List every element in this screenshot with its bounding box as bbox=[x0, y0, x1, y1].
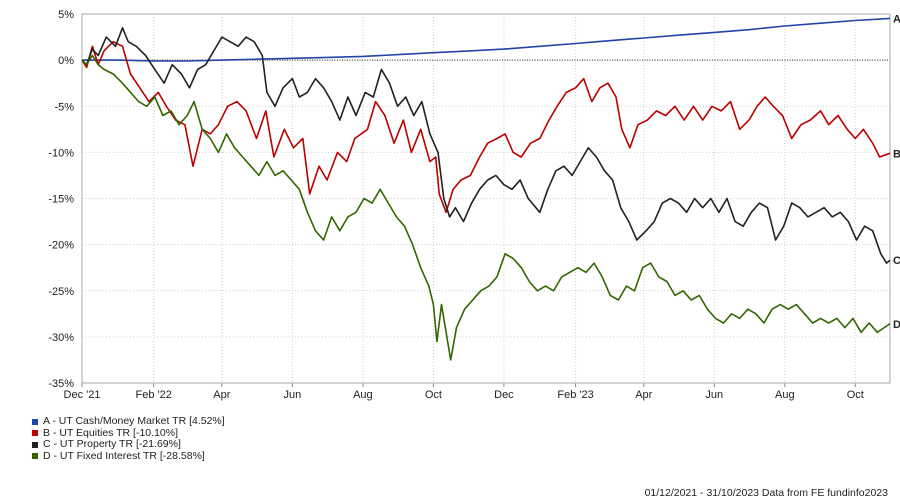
series-line-C bbox=[81, 27, 891, 264]
y-tick-label: -5% bbox=[54, 101, 74, 113]
legend: A - UT Cash/Money Market TR [4.52%] B - U… bbox=[32, 415, 225, 463]
y-tick-label: -10% bbox=[48, 147, 74, 159]
legend-swatch bbox=[32, 430, 38, 437]
legend-label: C - UT Property TR [-21.69%] bbox=[43, 438, 181, 450]
legend-item-B: B - UT Equities TR [-10.10%] bbox=[32, 426, 225, 440]
grid bbox=[81, 13, 890, 384]
x-tick-label: Dec '21 bbox=[64, 389, 101, 401]
line-chart: 5% 0% -5% -10% -15% -20% -25% -30% -35%Dec '21 Fe… bbox=[48, 9, 900, 401]
x-tick-label: Dec bbox=[494, 389, 514, 401]
plot-frame bbox=[81, 13, 891, 384]
x-tick-label: Oct bbox=[425, 389, 442, 401]
legend-swatch bbox=[32, 441, 38, 448]
series-lines bbox=[81, 17, 891, 361]
y-tick-label: 5% bbox=[58, 9, 74, 21]
x-tick-label: Apr bbox=[635, 389, 652, 401]
y-tick-label: 0% bbox=[58, 55, 74, 67]
y-tick-label: -15% bbox=[48, 194, 74, 206]
x-tick-label: Jun bbox=[705, 389, 723, 401]
footer-source-text: 01/12/2021 - 31/10/2023 Data from FE fun… bbox=[644, 487, 888, 499]
y-tick-label: -35% bbox=[48, 378, 74, 390]
y-tick-label: -30% bbox=[48, 332, 74, 344]
x-tick-label: Jun bbox=[284, 389, 302, 401]
series-line-B bbox=[81, 40, 891, 214]
series-end-label-B: B bbox=[893, 148, 900, 160]
series-end-labels: A B C D bbox=[893, 13, 900, 330]
x-tick-label: Apr bbox=[213, 389, 230, 401]
series-end-label-C: C bbox=[893, 255, 900, 267]
legend-item-D: D - UT Fixed Interest TR [-28.58%] bbox=[32, 449, 225, 463]
series-line-D bbox=[81, 54, 891, 361]
legend-item-C: C - UT Property TR [-21.69%] bbox=[32, 438, 225, 451]
legend-label: A - UT Cash/Money Market TR [4.52%] bbox=[43, 415, 225, 427]
series-end-label-D: D bbox=[893, 319, 900, 331]
axes: 5% 0% -5% -10% -15% -20% -25% -30% -35%Dec '21 Fe… bbox=[48, 9, 891, 401]
series-line-A bbox=[82, 17, 891, 62]
x-tick-label: Aug bbox=[353, 389, 373, 401]
legend-swatch bbox=[32, 453, 38, 460]
legend-item-A: A - UT Cash/Money Market TR [4.52%] bbox=[32, 415, 225, 428]
legend-swatch bbox=[32, 418, 38, 425]
x-tick-label: Feb '22 bbox=[135, 389, 171, 401]
y-tick-label: -20% bbox=[48, 240, 74, 252]
y-tick-label: -25% bbox=[48, 286, 74, 298]
x-tick-label: Oct bbox=[847, 389, 864, 401]
legend-label: B - UT Equities TR [-10.10%] bbox=[43, 426, 178, 439]
series-end-label-A: A bbox=[893, 13, 900, 25]
x-tick-label: Feb '23 bbox=[557, 389, 593, 401]
x-tick-label: Aug bbox=[775, 389, 795, 401]
legend-label: D - UT Fixed Interest TR [-28.58%] bbox=[43, 449, 205, 462]
